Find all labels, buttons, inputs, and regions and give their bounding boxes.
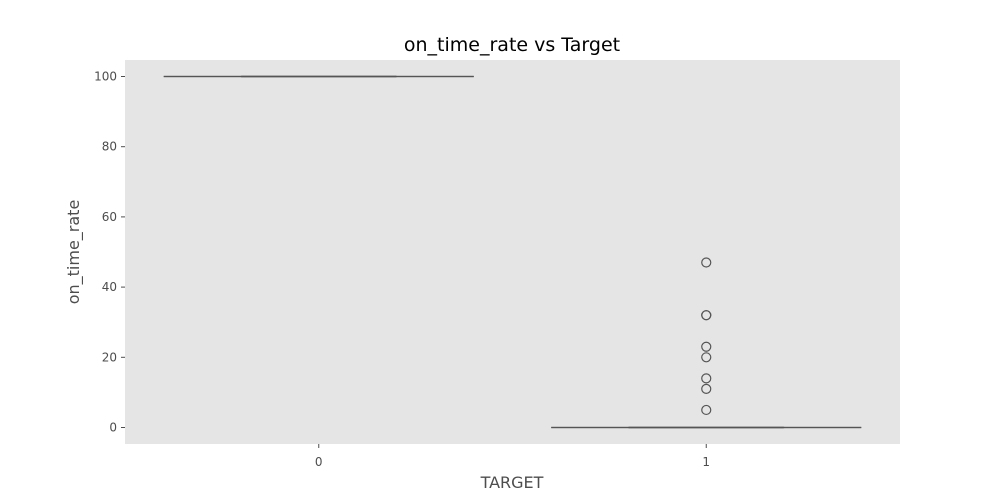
y-tick-label: 40 bbox=[102, 280, 117, 294]
plot-area bbox=[125, 60, 900, 444]
box-group-1 bbox=[551, 257, 862, 429]
y-axis-label: on_time_rate bbox=[64, 200, 84, 305]
y-tick-label: 80 bbox=[102, 140, 117, 154]
y-tick-label: 20 bbox=[102, 350, 117, 364]
y-tick-label: 100 bbox=[94, 69, 117, 83]
y-tick-label: 0 bbox=[109, 421, 117, 435]
outlier-point bbox=[701, 352, 712, 363]
x-tick-label: 1 bbox=[702, 455, 710, 469]
x-tick-label: 0 bbox=[315, 455, 323, 469]
outlier-point bbox=[701, 310, 712, 321]
outlier-point bbox=[701, 341, 712, 352]
chart-title: on_time_rate vs Target bbox=[404, 34, 620, 56]
y-axis: 0 20 40 60 80 100 bbox=[94, 69, 125, 435]
outlier-point bbox=[701, 404, 712, 416]
outlier-point bbox=[701, 383, 712, 394]
x-axis-label: TARGET bbox=[480, 473, 544, 492]
boxes-layer bbox=[163, 75, 862, 429]
outlier-point bbox=[701, 257, 712, 268]
y-tick-label: 60 bbox=[102, 210, 117, 224]
outlier-point bbox=[701, 373, 712, 384]
